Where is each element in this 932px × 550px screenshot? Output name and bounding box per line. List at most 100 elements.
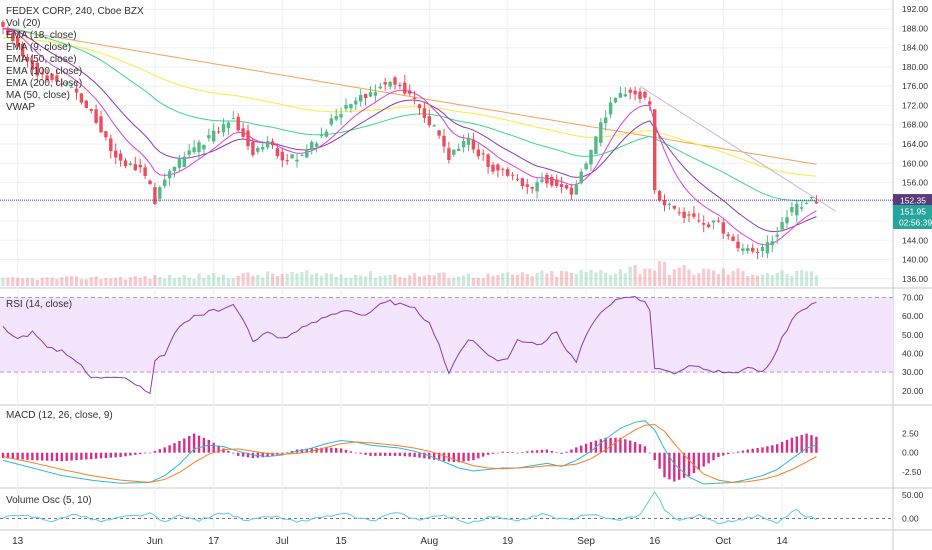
- candle-body[interactable]: [349, 104, 353, 109]
- candle-body[interactable]: [486, 154, 490, 167]
- candle-body[interactable]: [99, 116, 103, 133]
- candle-body[interactable]: [466, 138, 471, 145]
- candle-body[interactable]: [804, 203, 809, 205]
- candle-body[interactable]: [716, 220, 721, 222]
- candle-body[interactable]: [677, 212, 681, 214]
- candle-body[interactable]: [319, 135, 324, 137]
- candle-body[interactable]: [515, 178, 520, 180]
- candle-body[interactable]: [177, 159, 182, 168]
- time-axis[interactable]: 13 Jun 17 Jul 15 Aug 19 Sep 16 Oct 14: [12, 536, 788, 547]
- candle-body[interactable]: [285, 160, 289, 162]
- candle-body[interactable]: [6, 27, 10, 36]
- candle-body[interactable]: [295, 159, 299, 162]
- candle-body[interactable]: [334, 116, 338, 120]
- candle-body[interactable]: [344, 104, 348, 109]
- candle-body[interactable]: [741, 248, 745, 251]
- candle-body[interactable]: [221, 124, 226, 133]
- candle-body[interactable]: [305, 148, 309, 158]
- candle-body[interactable]: [657, 191, 662, 201]
- candle-body[interactable]: [354, 100, 358, 105]
- candle-body[interactable]: [731, 236, 735, 241]
- candle-body[interactable]: [314, 143, 319, 147]
- candle-body[interactable]: [638, 91, 642, 100]
- candle-body[interactable]: [427, 116, 431, 126]
- candle-body[interactable]: [368, 92, 373, 97]
- candle-body[interactable]: [765, 242, 770, 254]
- candle-body[interactable]: [496, 164, 500, 171]
- candle-body[interactable]: [118, 153, 123, 161]
- candle-body[interactable]: [16, 37, 20, 47]
- candle-body[interactable]: [569, 187, 574, 195]
- candle-body[interactable]: [501, 168, 505, 170]
- candle-body[interactable]: [138, 164, 142, 168]
- candle-body[interactable]: [30, 60, 35, 70]
- candle-body[interactable]: [594, 136, 598, 155]
- candle-body[interactable]: [667, 203, 672, 205]
- candle-body[interactable]: [363, 93, 368, 99]
- candle-body[interactable]: [574, 184, 578, 195]
- candle-body[interactable]: [35, 62, 39, 76]
- candle-body[interactable]: [795, 203, 799, 216]
- candle-body[interactable]: [417, 104, 422, 109]
- candle-body[interactable]: [167, 171, 172, 179]
- candle-body[interactable]: [251, 141, 255, 156]
- candle-body[interactable]: [618, 92, 623, 98]
- candle-body[interactable]: [780, 221, 784, 230]
- candle-body[interactable]: [520, 178, 525, 187]
- candle-body[interactable]: [422, 108, 427, 118]
- candle-body[interactable]: [643, 91, 647, 98]
- candle-body[interactable]: [241, 128, 245, 137]
- candle-body[interactable]: [373, 92, 378, 96]
- candle-body[interactable]: [1, 22, 5, 27]
- candle-body[interactable]: [535, 182, 539, 192]
- candle-body[interactable]: [697, 220, 701, 222]
- candle-body[interactable]: [256, 147, 260, 152]
- candle-body[interactable]: [442, 135, 446, 147]
- candle-body[interactable]: [40, 72, 44, 75]
- candle-body[interactable]: [212, 130, 216, 142]
- candle-body[interactable]: [393, 77, 397, 85]
- candle-body[interactable]: [755, 251, 760, 253]
- candle-body[interactable]: [11, 32, 15, 42]
- candle-body[interactable]: [128, 163, 133, 166]
- candle-body[interactable]: [564, 185, 569, 189]
- volume-osc-panel[interactable]: 50.00 0.00: [0, 490, 924, 525]
- candle-body[interactable]: [25, 57, 30, 62]
- candle-body[interactable]: [736, 241, 740, 249]
- candle-body[interactable]: [69, 86, 74, 88]
- price-axis[interactable]: 136.00140.00144.00148.00152.00156.00160.…: [0, 4, 932, 284]
- candle-body[interactable]: [721, 222, 725, 234]
- candle-body[interactable]: [310, 141, 314, 150]
- candle-body[interactable]: [65, 82, 69, 84]
- candle-body[interactable]: [510, 174, 515, 176]
- candle-body[interactable]: [202, 145, 206, 150]
- candle-body[interactable]: [608, 102, 613, 115]
- candle-body[interactable]: [476, 149, 480, 157]
- candle-body[interactable]: [540, 179, 544, 182]
- rsi-panel[interactable]: 70.00 60.00 50.00 40.00 30.00 20.00: [0, 292, 924, 396]
- candle-body[interactable]: [633, 90, 637, 95]
- candle-body[interactable]: [236, 116, 240, 131]
- candle-body[interactable]: [133, 164, 137, 171]
- candle-body[interactable]: [114, 150, 118, 158]
- macd-line[interactable]: [2, 420, 817, 485]
- candle-body[interactable]: [261, 146, 265, 150]
- candle-body[interactable]: [491, 164, 495, 172]
- candle-body[interactable]: [481, 153, 485, 155]
- candle-body[interactable]: [550, 176, 554, 186]
- candle-body[interactable]: [790, 207, 794, 213]
- candle-body[interactable]: [148, 180, 152, 185]
- candle-body[interactable]: [559, 184, 564, 188]
- candle-body[interactable]: [530, 187, 534, 189]
- candle-body[interactable]: [94, 109, 98, 123]
- candle-body[interactable]: [359, 95, 363, 102]
- candle-body[interactable]: [388, 81, 392, 87]
- candle-body[interactable]: [143, 167, 147, 177]
- candle-body[interactable]: [599, 122, 603, 143]
- candle-body[interactable]: [398, 85, 402, 87]
- candle-body[interactable]: [275, 148, 280, 157]
- candle-body[interactable]: [74, 88, 79, 93]
- candle-body[interactable]: [751, 247, 755, 252]
- candle-body[interactable]: [628, 89, 632, 93]
